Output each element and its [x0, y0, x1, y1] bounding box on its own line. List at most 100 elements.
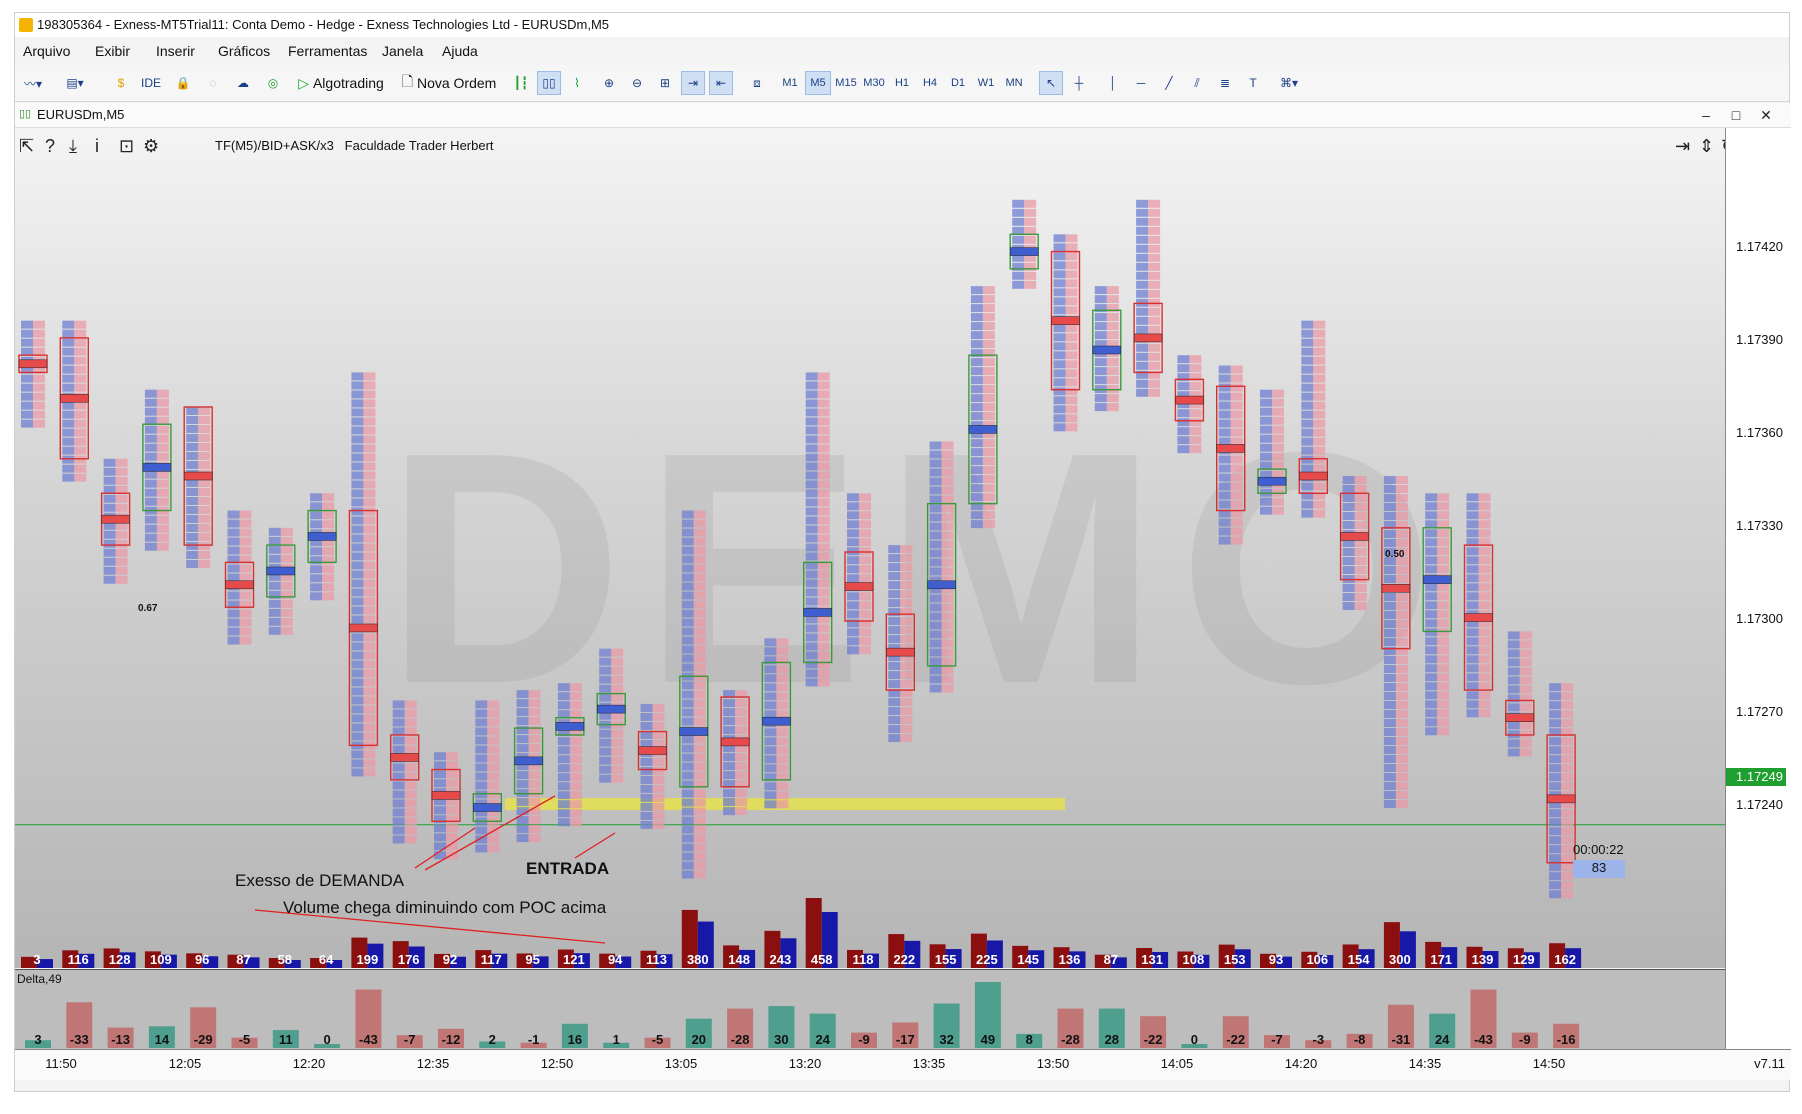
- tf-m15[interactable]: M15: [835, 77, 857, 89]
- bid-cell: [144, 407, 157, 416]
- ask-cell: [404, 835, 417, 844]
- volume-bar: [1301, 951, 1318, 968]
- tf-m5[interactable]: M5: [805, 71, 831, 95]
- bid-cell: [640, 721, 653, 730]
- bid-cell: [1094, 304, 1107, 313]
- bid-cell: [1466, 592, 1479, 601]
- indicator-version: v7.11: [1754, 1056, 1785, 1071]
- vps-icon[interactable]: ◌: [209, 76, 217, 90]
- bid-cell: [1383, 773, 1396, 782]
- menu-janela[interactable]: Janela: [382, 43, 424, 59]
- tf-h1[interactable]: H1: [894, 77, 910, 89]
- line-chart-icon[interactable]: ⌇: [574, 76, 580, 90]
- menu-ajuda[interactable]: Ajuda: [442, 43, 478, 59]
- help-icon[interactable]: ?: [45, 136, 56, 156]
- menu-exibir[interactable]: Exibir: [95, 43, 131, 59]
- ask-cell: [156, 470, 169, 479]
- bid-cell: [1260, 443, 1272, 452]
- maximize-icon[interactable]: □: [1731, 107, 1741, 123]
- delta-panel[interactable]: Delta,49 3 -33 -13 14 -29 -5 11 0 -43 -7 -12 2 -1 16 1…: [15, 969, 1725, 1050]
- ask-cell: [198, 478, 211, 487]
- info-icon[interactable]: i: [95, 136, 99, 156]
- ask-cell: [1395, 692, 1408, 701]
- footprint-candle: [926, 441, 957, 693]
- tf-m30[interactable]: M30: [863, 77, 885, 89]
- time-tick: 11:50: [45, 1056, 77, 1071]
- template-icon[interactable]: ▤▾: [66, 76, 84, 90]
- ask-cell: [1395, 566, 1408, 575]
- menu-arquivo[interactable]: Arquivo: [23, 43, 71, 59]
- market-icon[interactable]: $: [117, 76, 125, 90]
- footprint-candle: [1133, 199, 1163, 397]
- autoscroll-icon[interactable]: ⇥: [681, 71, 705, 95]
- chart-mode-icon[interactable]: ⊡: [119, 136, 135, 156]
- ask-cell: [74, 320, 87, 329]
- chart-shift-icon[interactable]: ⇤: [709, 71, 733, 95]
- bid-cell: [805, 507, 818, 516]
- ide-button[interactable]: IDE: [140, 76, 161, 90]
- bar-chart-icon[interactable]: ┃┇: [513, 76, 529, 90]
- volume-bar: [656, 954, 673, 968]
- channel-icon[interactable]: ⫽: [1194, 75, 1200, 90]
- bid-cell: [640, 757, 653, 766]
- bid-cell: [1425, 601, 1438, 610]
- panel-collapse-icon[interactable]: ⇥: [1675, 136, 1691, 156]
- tf-d1[interactable]: D1: [950, 77, 966, 89]
- cloud-icon[interactable]: ☁: [237, 76, 249, 90]
- tf-h4[interactable]: H4: [922, 77, 938, 89]
- grid-icon[interactable]: ⊞: [659, 76, 671, 90]
- ask-cell: [156, 479, 169, 488]
- price-chart-area[interactable]: DEMO 3 116 128 109 96 87 58 64 199 176 92 117 95 121 9…: [15, 128, 1725, 968]
- zoom-in-icon[interactable]: ⊕: [603, 76, 615, 90]
- bid-cell: [351, 372, 364, 381]
- delta-bar: [1511, 1032, 1538, 1048]
- ask-cell: [363, 642, 376, 651]
- algotrading-button[interactable]: ▷ Algotrading: [293, 71, 389, 95]
- menu-inserir[interactable]: Inserir: [156, 43, 195, 59]
- ask-cell: [1106, 358, 1119, 367]
- settings-icon[interactable]: ⚙: [143, 136, 160, 156]
- signals-icon[interactable]: 🔒: [175, 76, 191, 90]
- trendline-icon[interactable]: ╱: [1165, 76, 1173, 90]
- chart-type-icon[interactable]: 〰▾: [23, 76, 43, 91]
- bid-cell: [888, 617, 901, 626]
- tf-m1[interactable]: M1: [782, 77, 798, 89]
- menu-graficos[interactable]: Gráficos: [218, 43, 271, 59]
- vertical-line-icon[interactable]: │: [1109, 76, 1117, 90]
- zoom-out-icon[interactable]: ⊖: [631, 76, 643, 90]
- ask-cell: [859, 556, 871, 565]
- new-order-button[interactable]: 🗋 Nova Ordem: [399, 71, 499, 95]
- bid-cell: [103, 557, 116, 566]
- minimize-icon[interactable]: –: [1702, 107, 1710, 123]
- ask-cell: [1478, 547, 1491, 556]
- crosshair-icon[interactable]: ┼: [1074, 76, 1084, 90]
- price-axis[interactable]: 1.17420 1.17390 1.17360 1.17330 1.17300 …: [1725, 128, 1792, 1072]
- ask-cell: [982, 448, 995, 457]
- candles-icon[interactable]: ▯▯: [537, 71, 561, 95]
- delta-bar: [148, 1026, 175, 1048]
- horizontal-line-icon[interactable]: ─: [1136, 76, 1146, 90]
- screenshot-icon[interactable]: ⧈: [753, 75, 761, 90]
- menu-ferramentas[interactable]: Ferramentas: [288, 43, 368, 59]
- text-icon[interactable]: T: [1249, 76, 1257, 90]
- ask-cell: [1065, 234, 1078, 243]
- community-icon[interactable]: ◎: [267, 76, 279, 90]
- ask-cell: [1437, 493, 1450, 502]
- bid-cell: [1260, 452, 1272, 461]
- arrow-tool-icon[interactable]: ⇱: [19, 136, 35, 156]
- tf-w1[interactable]: W1: [977, 77, 995, 89]
- ask-cell: [982, 322, 995, 331]
- download-icon[interactable]: ⤓: [69, 136, 77, 156]
- ask-cell: [446, 779, 458, 788]
- shapes-icon[interactable]: ⌘▾: [1279, 76, 1299, 90]
- refresh-icon[interactable]: ↻: [1721, 136, 1725, 157]
- bid-cell: [723, 744, 736, 753]
- close-icon[interactable]: ✕: [1760, 107, 1772, 123]
- fit-scale-icon[interactable]: ⇕: [1699, 136, 1715, 156]
- volume-bar: [532, 956, 549, 968]
- bid-cell: [970, 412, 983, 421]
- fibonacci-icon[interactable]: ≣: [1219, 76, 1231, 90]
- tf-mn[interactable]: MN: [1005, 77, 1023, 89]
- ask-cell: [1065, 342, 1078, 351]
- cursor-icon[interactable]: ↖: [1039, 71, 1063, 95]
